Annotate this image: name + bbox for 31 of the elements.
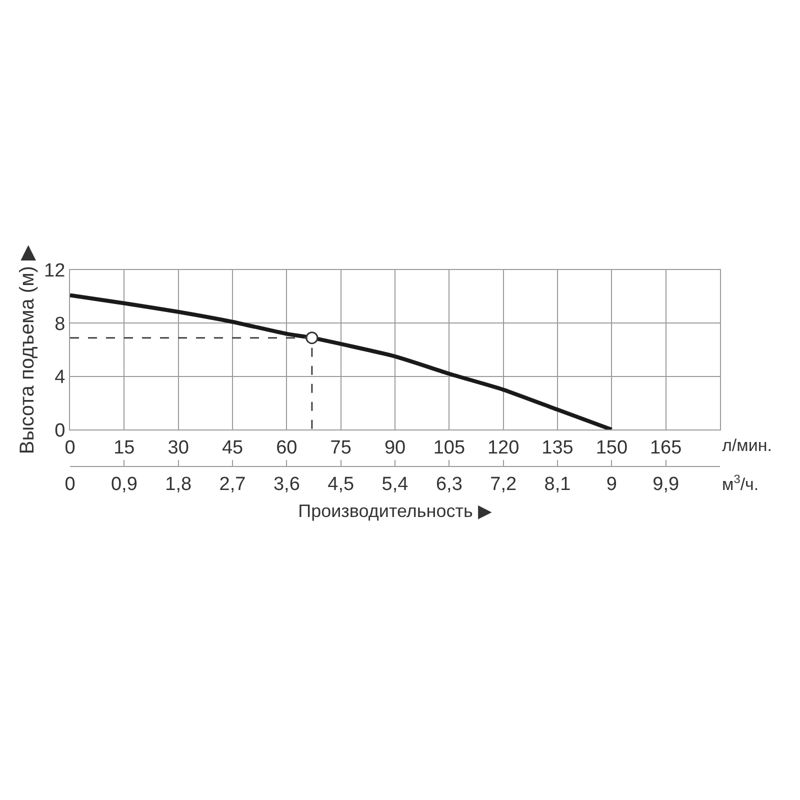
x2-tick-label: 9,9 (652, 474, 680, 495)
x-tick-label: 120 (487, 437, 520, 458)
x2-tick-label: 7,2 (490, 474, 517, 495)
x-tick-label: 30 (168, 437, 189, 458)
y-tick-label: 4 (54, 367, 66, 388)
y-axis-title: Высота подъема (м) ▶ (16, 244, 39, 454)
x-tick-label: 105 (433, 437, 466, 458)
x-axis-title: Производительность ▶ (298, 500, 492, 521)
y-tick-label: 8 (54, 314, 66, 335)
x-tick-label: 90 (384, 437, 406, 458)
x-tick-label: 75 (330, 437, 352, 458)
x-tick-label: 150 (596, 437, 628, 458)
x2-tick-label: 2,7 (219, 474, 246, 495)
x-tick-label: 135 (542, 437, 574, 458)
text: м$^{3}$/ч. (722, 472, 759, 494)
x-tick-label: 15 (114, 437, 135, 458)
y-tick-label: 0 (54, 420, 66, 442)
x2-tick-label: 6,3 (436, 474, 462, 495)
x2-tick-label: 1,8 (165, 474, 192, 495)
x-tick-label: 165 (650, 437, 682, 458)
x2-tick-label: 4,5 (328, 474, 354, 495)
x2-tick-label: 8,1 (544, 474, 571, 495)
text: л/мин. (722, 436, 772, 455)
x-tick-label: 45 (222, 437, 244, 458)
x-tick-label: 60 (276, 437, 298, 458)
line-series (70, 293, 614, 430)
x2-tick-label: 3,6 (273, 474, 300, 495)
x2-tick-label: 9 (606, 474, 617, 495)
x2-tick-label: 0,9 (110, 474, 138, 495)
y-tick-label: 12 (44, 260, 66, 282)
x2-tick-label: 5,4 (382, 474, 409, 495)
